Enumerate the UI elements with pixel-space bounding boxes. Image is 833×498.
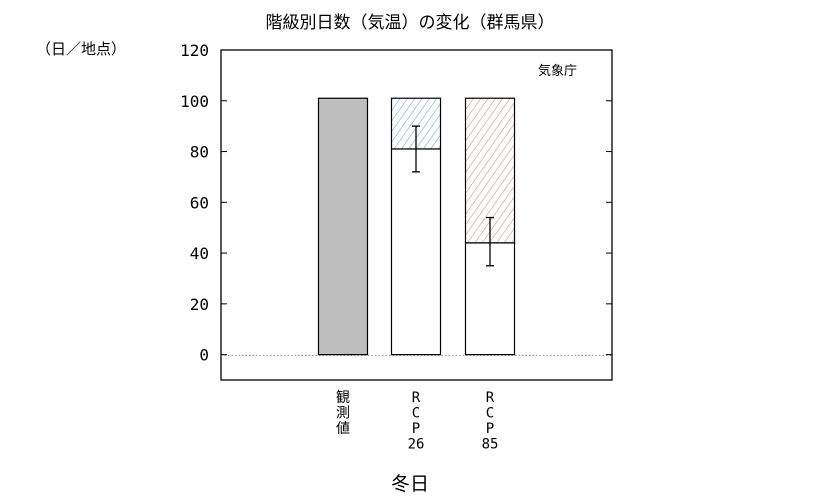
x-tick-label: 85 — [482, 437, 499, 453]
y-axis: 0 20 40 60 80 100 120 — [180, 41, 612, 365]
y-tick-label: 0 — [199, 346, 209, 365]
y-tick-label: 80 — [190, 143, 209, 162]
chart-title: 階級別日数（気温）の変化（群馬県） — [266, 13, 555, 33]
x-tick-label: 値 — [336, 421, 350, 437]
y-tick-label: 100 — [180, 92, 209, 111]
y-axis-label: （日／地点） — [36, 40, 126, 58]
y-tick-label: 20 — [190, 295, 209, 314]
x-tick-label: R — [412, 390, 421, 406]
x-tick-label: 観 — [336, 389, 350, 406]
x-tick-label: 測 — [336, 406, 350, 422]
x-tick-label: R — [486, 390, 495, 406]
x-tick-label: P — [486, 421, 494, 437]
bar-base-segment — [317, 97, 369, 356]
bar-base-segment — [390, 148, 442, 356]
plot-frame — [220, 49, 613, 381]
x-axis-label: 冬日 — [391, 473, 429, 495]
x-tick-label: 26 — [408, 437, 425, 453]
x-tick-label: C — [486, 406, 494, 422]
x-tick-label: C — [412, 406, 420, 422]
y-tick-label: 40 — [190, 244, 209, 263]
y-tick-label: 120 — [180, 41, 209, 60]
source-note: 気象庁 — [538, 63, 577, 79]
x-tick-label: P — [412, 421, 420, 437]
y-tick-label: 60 — [190, 193, 209, 212]
bars — [317, 97, 516, 356]
